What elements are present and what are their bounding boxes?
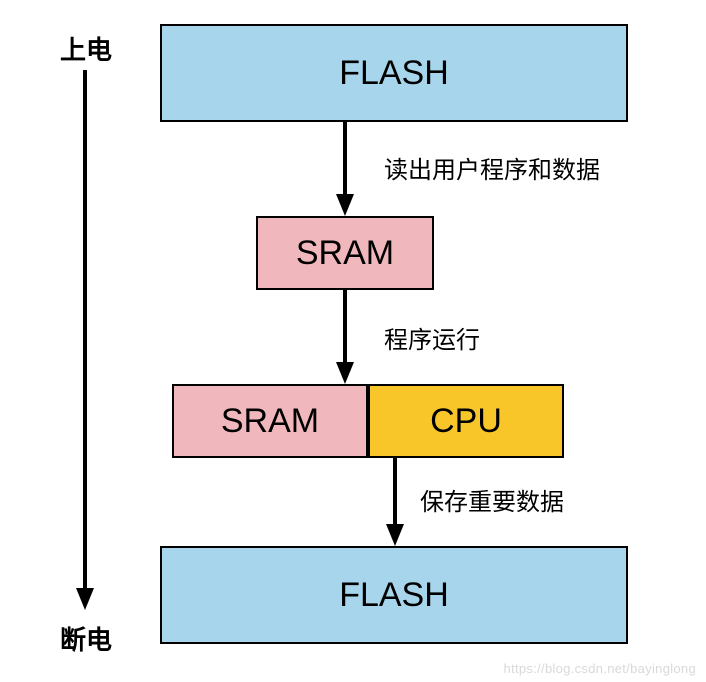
sram-mid-box: SRAM bbox=[256, 216, 434, 290]
sram-left-label: SRAM bbox=[221, 402, 319, 441]
edge-label-2: 保存重要数据 bbox=[420, 482, 564, 517]
diagram-canvas: 上电 断电 FLASH SRAM SRAM CPU FLASH 读出用户程序和数… bbox=[0, 0, 706, 682]
cpu-right-label: CPU bbox=[430, 402, 502, 441]
power-off-label: 断电 bbox=[60, 620, 112, 657]
edge-label-1: 程序运行 bbox=[384, 320, 480, 355]
flash-top-box: FLASH bbox=[160, 24, 628, 122]
cpu-right-box: CPU bbox=[368, 384, 564, 458]
flash-top-label: FLASH bbox=[339, 54, 449, 93]
power-on-label: 上电 bbox=[60, 30, 112, 67]
sram-mid-label: SRAM bbox=[296, 234, 394, 273]
flash-bottom-box: FLASH bbox=[160, 546, 628, 644]
watermark: https://blog.csdn.net/bayinglong bbox=[504, 661, 696, 676]
flash-bottom-label: FLASH bbox=[339, 576, 449, 615]
edge-label-0: 读出用户程序和数据 bbox=[384, 150, 600, 185]
sram-left-box: SRAM bbox=[172, 384, 368, 458]
